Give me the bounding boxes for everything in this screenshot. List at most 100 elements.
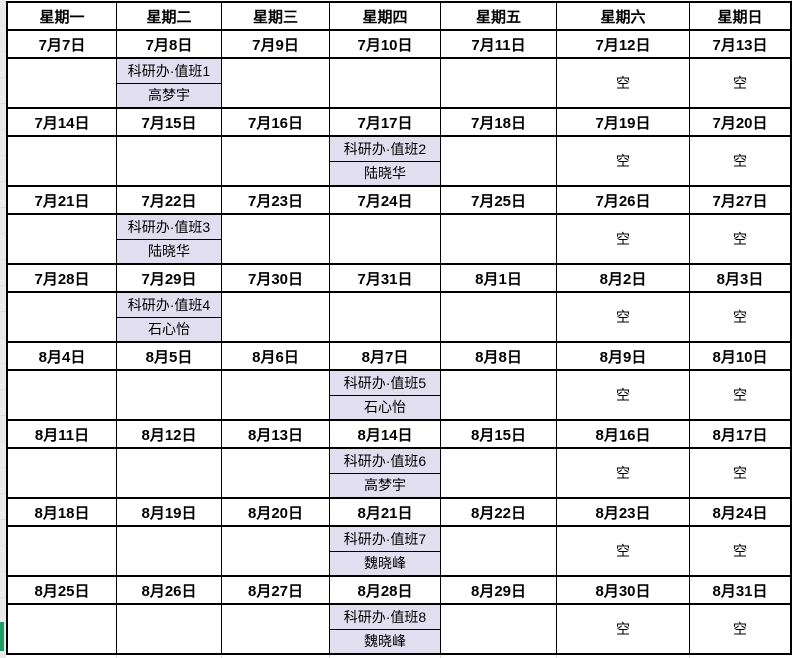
duty-title-cell[interactable]: 科研办·值班6 [330, 449, 440, 474]
date-cell[interactable]: 8月14日 [330, 421, 441, 447]
date-cell[interactable]: 7月20日 [712, 114, 768, 132]
empty-cell[interactable] [222, 59, 330, 107]
empty-cell[interactable] [441, 59, 557, 107]
empty-cell[interactable] [117, 137, 222, 185]
date-cell[interactable]: 8月15日 [441, 421, 557, 447]
date-cell[interactable]: 8月24日 [712, 504, 768, 522]
empty-cell[interactable] [117, 605, 222, 653]
date-cell[interactable]: 8月27日 [222, 577, 330, 603]
empty-cell[interactable] [8, 215, 117, 263]
empty-weekend-cell[interactable]: 空 [733, 387, 747, 403]
day-header-wednesday[interactable]: 星期三 [222, 3, 330, 29]
date-cell[interactable]: 8月19日 [117, 499, 222, 525]
date-cell[interactable]: 7月19日 [557, 109, 690, 135]
empty-cell[interactable] [8, 371, 117, 419]
date-cell[interactable]: 8月22日 [441, 499, 557, 525]
empty-weekend-cell[interactable]: 空 [733, 465, 747, 481]
duty-title-cell[interactable]: 科研办·值班8 [330, 605, 440, 630]
date-cell[interactable]: 7月8日 [117, 31, 222, 57]
date-cell[interactable]: 7月7日 [8, 31, 117, 57]
empty-cell[interactable] [222, 215, 330, 263]
date-cell[interactable]: 8月17日 [712, 426, 768, 444]
empty-cell[interactable] [441, 605, 557, 653]
date-cell[interactable]: 8月16日 [557, 421, 690, 447]
empty-cell[interactable] [222, 527, 330, 575]
empty-cell[interactable] [441, 527, 557, 575]
date-cell[interactable]: 8月8日 [441, 343, 557, 369]
date-cell[interactable]: 8月6日 [222, 343, 330, 369]
duty-title-cell[interactable]: 科研办·值班3 [117, 215, 221, 240]
day-header-sunday[interactable]: 星期日 [717, 8, 763, 26]
date-cell[interactable]: 8月26日 [117, 577, 222, 603]
duty-title-cell[interactable]: 科研办·值班7 [330, 527, 440, 552]
date-cell[interactable]: 7月22日 [117, 187, 222, 213]
empty-weekend-cell[interactable]: 空 [733, 621, 747, 637]
date-cell[interactable]: 7月21日 [8, 187, 117, 213]
date-cell[interactable]: 7月24日 [330, 187, 441, 213]
date-cell[interactable]: 7月18日 [441, 109, 557, 135]
empty-cell[interactable] [330, 293, 441, 341]
duty-title-cell[interactable]: 科研办·值班2 [330, 137, 440, 162]
date-cell[interactable]: 8月4日 [8, 343, 117, 369]
date-cell[interactable]: 7月23日 [222, 187, 330, 213]
empty-weekend-cell[interactable]: 空 [557, 59, 690, 107]
empty-weekend-cell[interactable]: 空 [557, 605, 690, 653]
empty-cell[interactable] [222, 137, 330, 185]
empty-cell[interactable] [222, 293, 330, 341]
day-header-friday[interactable]: 星期五 [441, 3, 557, 29]
date-cell[interactable]: 8月31日 [712, 582, 768, 600]
date-cell[interactable]: 8月7日 [330, 343, 441, 369]
duty-person-cell[interactable]: 高梦宇 [364, 477, 406, 494]
empty-weekend-cell[interactable]: 空 [733, 153, 747, 169]
empty-cell[interactable] [8, 137, 117, 185]
duty-person-cell[interactable]: 魏晓峰 [364, 633, 406, 650]
date-cell[interactable]: 8月29日 [441, 577, 557, 603]
date-cell[interactable]: 8月9日 [557, 343, 690, 369]
date-cell[interactable]: 8月20日 [222, 499, 330, 525]
date-cell[interactable]: 7月12日 [557, 31, 690, 57]
date-cell[interactable]: 8月25日 [8, 577, 117, 603]
duty-title-cell[interactable]: 科研办·值班5 [330, 371, 440, 396]
empty-cell[interactable] [441, 137, 557, 185]
date-cell[interactable]: 7月16日 [222, 109, 330, 135]
duty-title-cell[interactable]: 科研办·值班1 [117, 59, 221, 84]
duty-title-cell[interactable]: 科研办·值班4 [117, 293, 221, 318]
empty-cell[interactable] [8, 449, 117, 497]
empty-weekend-cell[interactable]: 空 [557, 215, 690, 263]
duty-person-cell[interactable]: 石心怡 [364, 399, 406, 416]
empty-weekend-cell[interactable]: 空 [557, 371, 690, 419]
empty-cell[interactable] [441, 293, 557, 341]
empty-cell[interactable] [8, 527, 117, 575]
duty-person-cell[interactable]: 陆晓华 [364, 165, 406, 182]
date-cell[interactable]: 8月30日 [557, 577, 690, 603]
date-cell[interactable]: 8月10日 [712, 348, 768, 366]
date-cell[interactable]: 8月11日 [8, 421, 117, 447]
date-cell[interactable]: 7月11日 [441, 31, 557, 57]
duty-person-cell[interactable]: 魏晓峰 [364, 555, 406, 572]
empty-cell[interactable] [330, 215, 441, 263]
date-cell[interactable]: 7月25日 [441, 187, 557, 213]
date-cell[interactable]: 8月13日 [222, 421, 330, 447]
empty-weekend-cell[interactable]: 空 [733, 231, 747, 247]
empty-weekend-cell[interactable]: 空 [733, 543, 747, 559]
date-cell[interactable]: 7月29日 [117, 265, 222, 291]
empty-cell[interactable] [441, 371, 557, 419]
empty-cell[interactable] [222, 449, 330, 497]
day-header-saturday[interactable]: 星期六 [557, 3, 690, 29]
duty-person-cell[interactable]: 石心怡 [148, 321, 190, 338]
date-cell[interactable]: 8月23日 [557, 499, 690, 525]
date-cell[interactable]: 7月14日 [8, 109, 117, 135]
empty-cell[interactable] [8, 605, 117, 653]
date-cell[interactable]: 7月30日 [222, 265, 330, 291]
empty-weekend-cell[interactable]: 空 [733, 309, 747, 325]
date-cell[interactable]: 8月5日 [117, 343, 222, 369]
empty-cell[interactable] [117, 371, 222, 419]
empty-cell[interactable] [222, 605, 330, 653]
date-cell[interactable]: 8月3日 [716, 270, 764, 288]
empty-cell[interactable] [441, 449, 557, 497]
day-header-thursday[interactable]: 星期四 [330, 3, 441, 29]
date-cell[interactable]: 7月27日 [712, 192, 768, 210]
date-cell[interactable]: 7月31日 [330, 265, 441, 291]
empty-weekend-cell[interactable]: 空 [733, 75, 747, 91]
date-cell[interactable]: 7月13日 [712, 36, 768, 54]
